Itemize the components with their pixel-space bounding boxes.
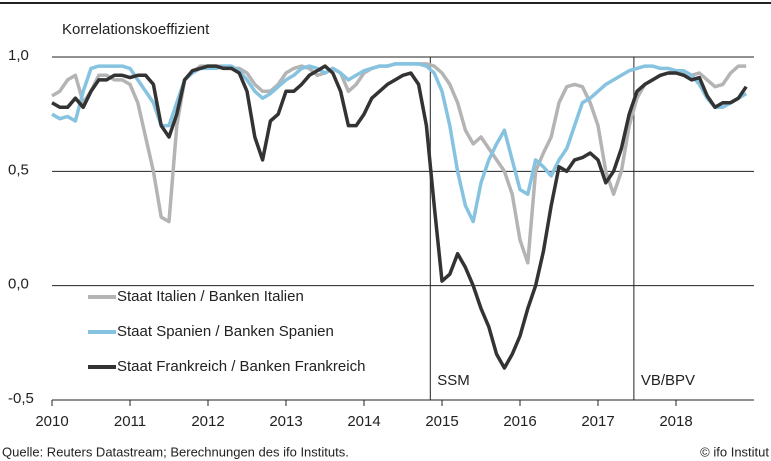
legend-label: Staat Frankreich / Banken Frankreich xyxy=(117,358,365,375)
x-tick-label: 2017 xyxy=(581,413,614,430)
legend-label: Staat Italien / Banken Italien xyxy=(117,288,304,305)
series-line xyxy=(51,64,748,370)
x-tick-label: 2013 xyxy=(269,413,302,430)
copyright: © ifo Institut xyxy=(700,444,769,459)
annotation-label: VB/BPV xyxy=(641,372,695,389)
y-tick-label: 0,0 xyxy=(8,276,29,293)
x-tick-label: 2012 xyxy=(191,413,224,430)
x-tick-label: 2018 xyxy=(659,413,692,430)
y-tick-label: 1,0 xyxy=(8,47,29,64)
x-tick-label: 2010 xyxy=(35,413,68,430)
x-tick-label: 2015 xyxy=(425,413,458,430)
source: Quelle: Reuters Datastream; Berechnungen… xyxy=(2,444,349,459)
y-axis-label: Korrelationskoeffizient xyxy=(62,21,210,38)
annotation-label: SSM xyxy=(437,372,470,389)
x-tick-label: 2016 xyxy=(503,413,536,430)
y-tick-label: 0,5 xyxy=(8,161,29,178)
x-tick-label: 2011 xyxy=(114,413,146,430)
legend-label: Staat Spanien / Banken Spanien xyxy=(117,323,334,340)
x-tick-label: 2014 xyxy=(347,413,380,430)
series-line xyxy=(51,62,748,224)
y-tick-label: -0,5 xyxy=(8,390,34,407)
